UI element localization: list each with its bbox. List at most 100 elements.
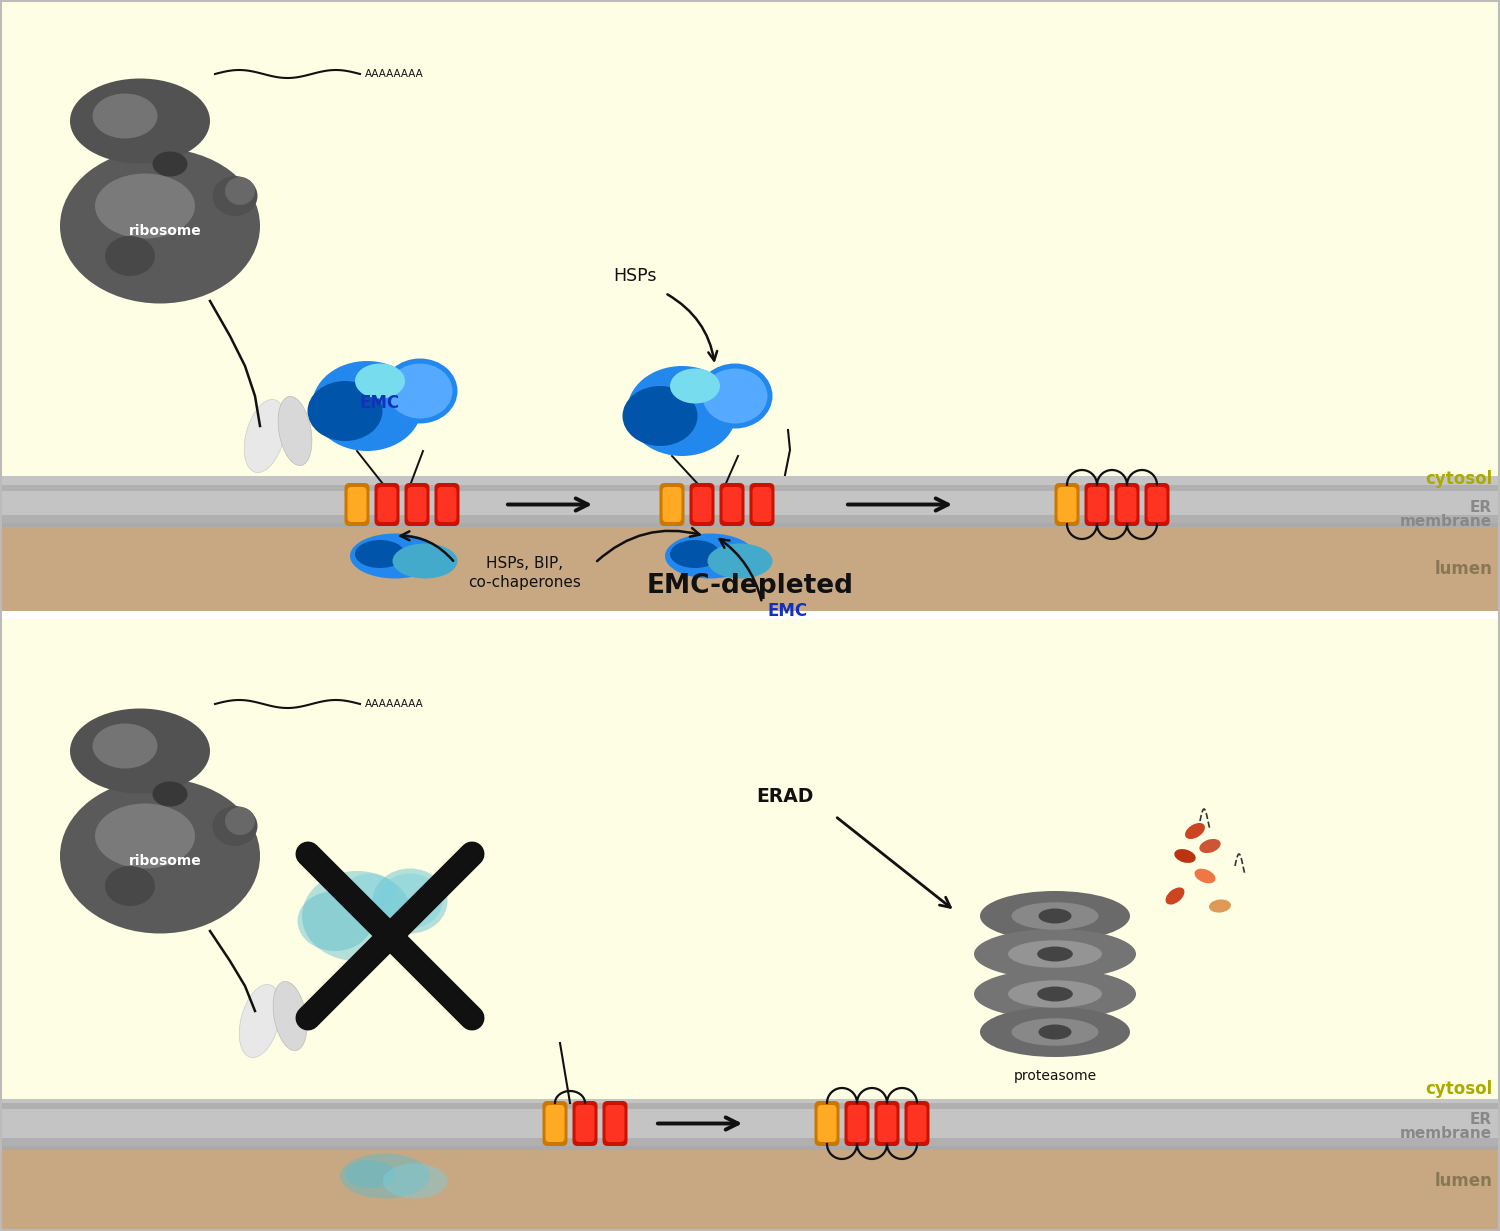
Ellipse shape [622,387,698,446]
Text: membrane: membrane [1400,513,1492,528]
FancyBboxPatch shape [723,487,741,522]
Ellipse shape [980,1007,1130,1057]
Ellipse shape [350,533,439,579]
Ellipse shape [1174,848,1196,864]
FancyBboxPatch shape [1118,487,1137,522]
Ellipse shape [60,149,260,304]
FancyBboxPatch shape [378,487,396,522]
FancyBboxPatch shape [1084,483,1110,526]
Ellipse shape [273,981,308,1050]
Ellipse shape [627,366,736,455]
Ellipse shape [345,1160,394,1188]
Ellipse shape [1184,825,1206,837]
FancyBboxPatch shape [847,1105,867,1142]
FancyBboxPatch shape [543,1101,567,1146]
Ellipse shape [670,540,720,567]
FancyBboxPatch shape [573,1101,597,1146]
Ellipse shape [225,808,255,835]
Ellipse shape [387,363,453,419]
Ellipse shape [153,782,188,806]
Ellipse shape [70,709,210,794]
Text: cytosol: cytosol [1425,470,1492,487]
Text: cytosol: cytosol [1425,1080,1492,1098]
Ellipse shape [372,869,447,933]
Bar [0,1099,1500,1149]
Ellipse shape [1036,947,1072,961]
Ellipse shape [1036,986,1072,1002]
FancyBboxPatch shape [348,487,366,522]
Ellipse shape [393,544,458,579]
Ellipse shape [356,363,405,399]
Ellipse shape [297,891,372,952]
FancyBboxPatch shape [345,483,369,526]
FancyBboxPatch shape [818,1105,837,1142]
Text: ribosome: ribosome [129,854,201,868]
Ellipse shape [340,1153,430,1199]
Text: EMC: EMC [360,394,401,412]
Ellipse shape [1008,980,1102,1008]
FancyBboxPatch shape [1148,487,1167,522]
Ellipse shape [1038,908,1071,923]
Ellipse shape [702,368,768,423]
Ellipse shape [698,363,772,428]
Bar [0,611,1500,619]
Ellipse shape [1198,840,1221,853]
Ellipse shape [708,544,772,579]
Bar [0,523,1500,527]
Bar [0,616,1500,1103]
Text: lumen: lumen [1434,560,1492,579]
Ellipse shape [60,778,260,933]
FancyBboxPatch shape [844,1101,870,1146]
Text: AAAAAAAA: AAAAAAAA [364,69,423,79]
Ellipse shape [213,806,258,846]
Ellipse shape [974,929,1136,979]
FancyBboxPatch shape [908,1105,927,1142]
FancyBboxPatch shape [663,487,681,522]
Text: ribosome: ribosome [129,224,201,238]
Text: ER: ER [1470,1112,1492,1126]
Ellipse shape [356,540,405,567]
Ellipse shape [974,969,1136,1019]
Ellipse shape [670,368,720,404]
FancyBboxPatch shape [576,1105,594,1142]
FancyBboxPatch shape [408,487,426,522]
FancyBboxPatch shape [438,487,456,522]
Ellipse shape [1038,1024,1071,1039]
Bar [0,1137,1500,1146]
Ellipse shape [105,236,154,276]
Bar [0,1149,1500,1231]
Text: proteasome: proteasome [1014,1069,1096,1083]
Bar [0,0,1500,491]
Bar [0,1103,1500,1109]
Ellipse shape [1166,889,1185,904]
FancyBboxPatch shape [375,483,399,526]
Bar [0,476,1500,526]
FancyBboxPatch shape [750,483,774,526]
FancyBboxPatch shape [878,1105,897,1142]
FancyBboxPatch shape [435,483,459,526]
Ellipse shape [213,176,258,215]
Ellipse shape [1210,897,1230,915]
FancyBboxPatch shape [603,1101,627,1146]
Ellipse shape [225,177,255,206]
Ellipse shape [93,94,158,139]
Ellipse shape [1011,902,1098,929]
Bar [0,1146,1500,1150]
Ellipse shape [94,804,195,869]
Ellipse shape [1196,868,1215,884]
Ellipse shape [312,361,422,451]
Text: EMC: EMC [768,602,808,620]
FancyBboxPatch shape [546,1105,564,1142]
Ellipse shape [980,891,1130,940]
Text: HSPs: HSPs [614,267,657,286]
FancyBboxPatch shape [720,483,744,526]
Text: co-chaperones: co-chaperones [468,576,582,591]
Text: HSPs, BIP,: HSPs, BIP, [486,555,564,570]
Ellipse shape [378,874,442,928]
FancyBboxPatch shape [815,1101,840,1146]
FancyBboxPatch shape [1114,483,1140,526]
Text: AAAAAAAA: AAAAAAAA [364,699,423,709]
FancyBboxPatch shape [693,487,711,522]
Ellipse shape [1011,1018,1098,1046]
FancyBboxPatch shape [690,483,714,526]
